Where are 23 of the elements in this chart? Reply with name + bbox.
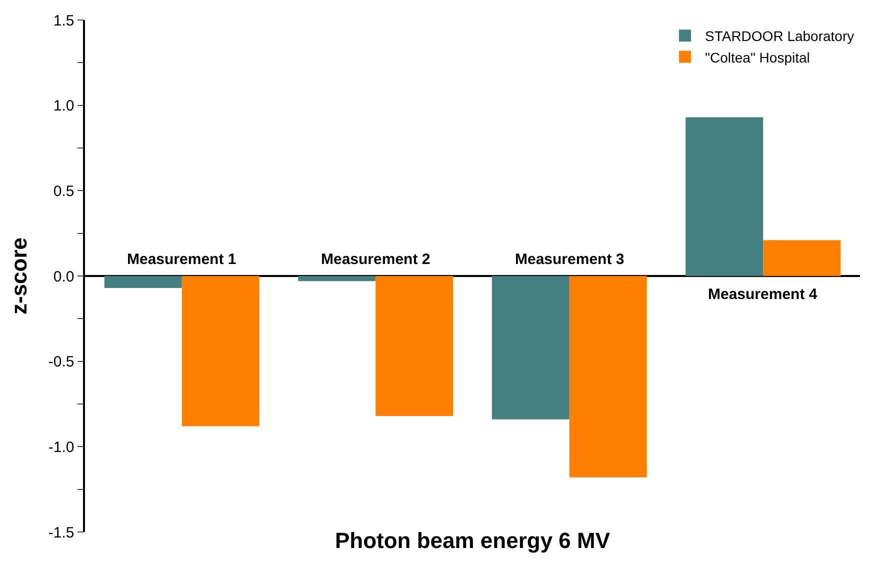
bar — [182, 276, 260, 426]
y-tick-label: 1.0 — [53, 98, 74, 115]
bar — [686, 117, 764, 276]
x-axis-title: Photon beam energy 6 MV — [334, 528, 610, 553]
y-axis-title: z-score — [6, 237, 32, 315]
y-tick-label: 0.0 — [53, 268, 74, 286]
bar — [298, 276, 376, 282]
bar — [492, 276, 570, 420]
y-tick-label: 0.5 — [53, 182, 74, 200]
x-tick-label: Measurement 3 — [515, 251, 624, 268]
y-tick-label: -0.5 — [48, 354, 74, 371]
x-tick-label: Measurement 1 — [127, 251, 236, 268]
x-tick-label: Measurement 4 — [708, 286, 818, 303]
bar — [763, 240, 841, 276]
legend-label: STARDOOR Laboratory — [705, 28, 854, 44]
x-tick-label: Measurement 2 — [321, 251, 430, 268]
bar — [376, 276, 454, 416]
y-tick-label: -1.0 — [48, 438, 74, 456]
bar — [569, 276, 647, 478]
y-tick-label: 1.5 — [53, 12, 74, 30]
y-tick-label: -1.5 — [48, 524, 74, 542]
bar — [104, 276, 182, 288]
legend-label: "Coltea" Hospital — [705, 49, 810, 66]
